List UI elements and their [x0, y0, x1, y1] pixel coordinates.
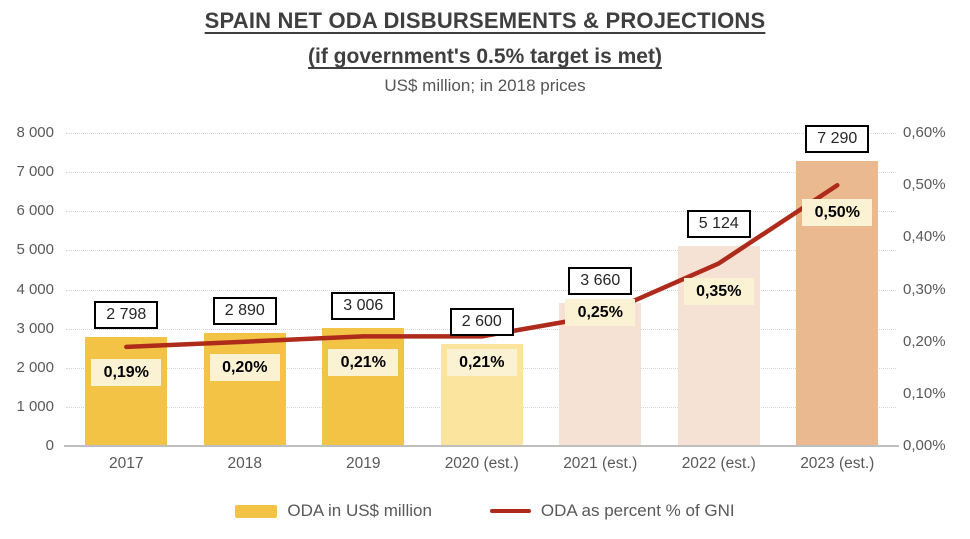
bar-value-label: 7 290: [805, 124, 870, 153]
line-point-label: 0,25%: [565, 299, 636, 327]
legend-line-label: ODA as percent % of GNI: [540, 501, 735, 520]
y-axis-left-tick: 2 000: [16, 358, 54, 376]
line-point-label: 0,35%: [683, 277, 754, 305]
x-axis-label: 2021 (est.): [563, 455, 638, 472]
legend-line-swatch-icon: [489, 508, 531, 514]
bar-value-label: 5 124: [686, 209, 751, 238]
y-axis-left-tick: 5 000: [16, 241, 54, 259]
y-axis-left-tick: 3 000: [16, 319, 54, 337]
bar-value-label: 2 890: [212, 296, 277, 325]
y-axis-right-tick: 0,50%: [903, 176, 946, 194]
bar-value-label: 2 600: [449, 308, 514, 337]
chart-units-caption: US$ million; in 2018 prices: [384, 76, 586, 95]
x-axis-label: 2017: [109, 455, 144, 472]
y-axis-left-tick: 8 000: [16, 124, 54, 141]
bar-value-label: 3 006: [331, 292, 396, 321]
gridline: [66, 250, 896, 252]
line-point-label: 0,20%: [209, 354, 280, 382]
y-axis-left-tick: 6 000: [16, 202, 54, 220]
legend-bar-swatch-icon: [235, 504, 278, 518]
y-axis-left-tick: 1 000: [16, 397, 54, 415]
line-point-label: 0,21%: [446, 348, 517, 376]
bar-value-label: 3 660: [568, 266, 633, 295]
y-axis-right-tick: 0,60%: [903, 124, 946, 141]
line-point-label: 0,21%: [328, 348, 399, 376]
y-axis-right-tick: 0,20%: [903, 332, 946, 350]
y-axis-right-tick: 0,00%: [903, 437, 946, 454]
gridline: [66, 211, 896, 213]
x-axis-label: 2018: [227, 455, 262, 472]
gridline: [66, 289, 896, 291]
line-point-label: 0,19%: [91, 359, 162, 387]
chart-subtitle: (if government's 0.5% target is met): [308, 45, 662, 68]
x-axis-label: 2022 (est.): [681, 455, 756, 472]
chart-title: SPAIN NET ODA DISBURSEMENTS & PROJECTION…: [204, 8, 766, 33]
x-axis-label: 2020 (est.): [444, 455, 519, 472]
bar-2018: [203, 332, 286, 446]
gridline: [66, 133, 896, 134]
chart-header: SPAIN NET ODA DISBURSEMENTS & PROJECTION…: [0, 6, 970, 98]
line-point-label: 0,50%: [802, 198, 873, 226]
gridline: [66, 172, 896, 174]
bar-2019: [322, 328, 405, 446]
y-axis-right-tick: 0,30%: [903, 280, 946, 298]
x-axis-label: 2019: [346, 455, 381, 472]
y-axis-left-tick: 0: [45, 437, 54, 454]
bar-value-label: 2 798: [94, 300, 159, 329]
bar-2017: [85, 336, 168, 446]
x-axis-baseline: [64, 445, 899, 447]
y-axis-right-tick: 0,10%: [903, 384, 946, 402]
x-axis-label: 2023 (est.): [800, 455, 875, 472]
legend-bar-label: ODA in US$ million: [287, 501, 432, 520]
y-axis-right-tick: 0,40%: [903, 228, 946, 246]
y-axis-left-tick: 7 000: [16, 163, 54, 181]
legend: ODA in US$ million ODA as percent % of G…: [0, 501, 970, 521]
bar-2022 (est.): [677, 245, 760, 446]
y-axis-left-tick: 4 000: [16, 280, 54, 298]
